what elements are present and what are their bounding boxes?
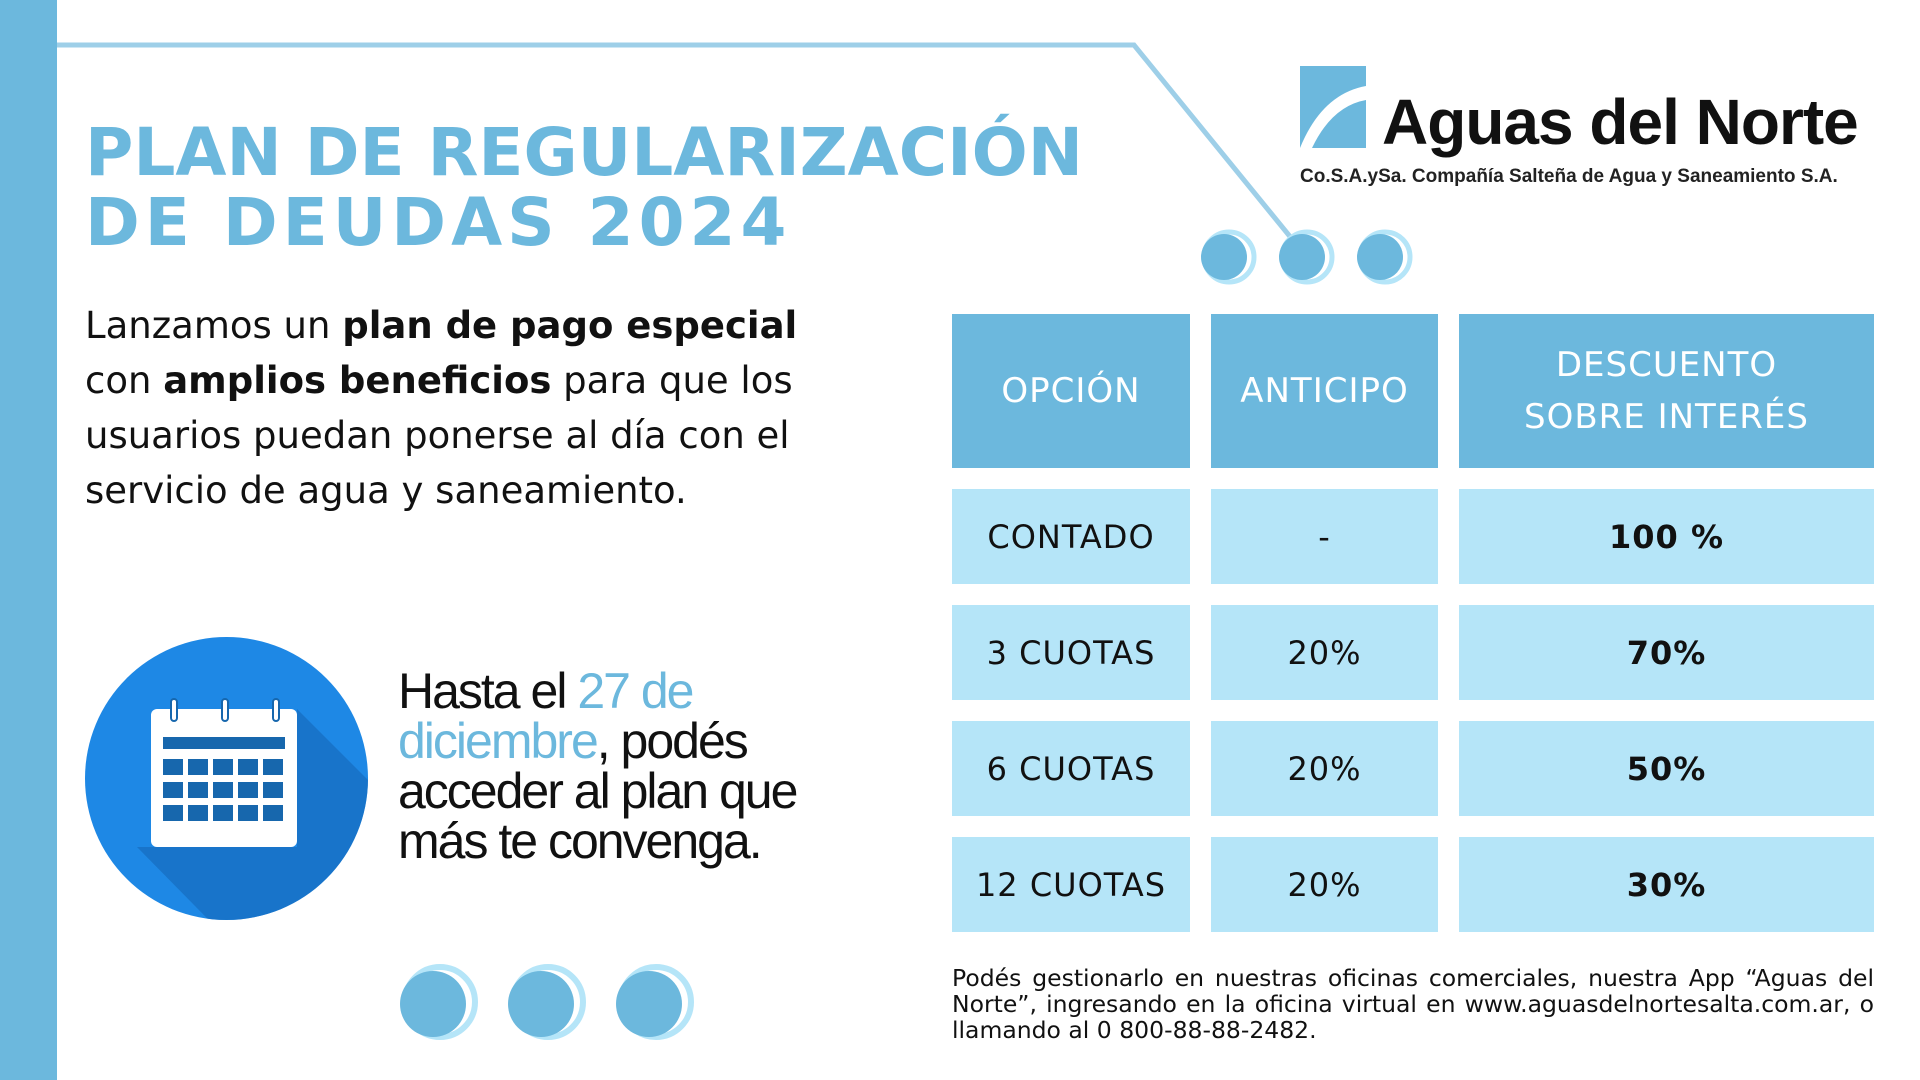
intro-text: Lanzamos un [85,304,343,347]
row-contado-descuento: 100 % [1459,489,1874,584]
logo-subtitle: Co.S.A.ySa. Compañía Salteña de Agua y S… [1300,166,1838,187]
footer-contact-text: Podés gestionarlo en nuestras oficinas c… [952,964,1874,1044]
logo-name: Aguas del Norte [1382,86,1859,158]
company-logo: Aguas del Norte Co.S.A.ySa. Compañía Sal… [1300,66,1860,196]
header-descuento: DESCUENTO SOBRE INTERÉS [1459,314,1874,468]
deadline-text-start: Hasta el [398,663,578,719]
row-6-cuotas-opcion: 6 CUOTAS [952,721,1190,816]
deadline-date: 27 de diciembre [398,663,694,769]
row-12-cuotas-anticipo: 20% [1211,837,1438,932]
intro-text: para que los usuarios puedan ponerse al … [85,359,793,512]
logo-mark-icon [1300,66,1366,148]
title-line-2: DE DEUDAS 2024 [85,184,792,261]
intro-bold-plan: plan de pago especial [342,304,798,347]
title-line-1: PLAN DE REGULARIZACIÓN [85,114,1084,191]
row-12-cuotas-descuento: 30% [1459,837,1874,932]
header-opcion: OPCIÓN [952,314,1190,468]
decorative-dots-bottom [400,964,694,1040]
intro-text: con [85,359,164,402]
row-6-cuotas-descuento: 50% [1459,721,1874,816]
row-12-cuotas-opcion: 12 CUOTAS [952,837,1190,932]
intro-paragraph: Lanzamos un plan de pago especial con am… [85,298,865,518]
left-accent-bar [0,0,57,1080]
intro-bold-benefits: amplios beneficios [163,359,552,402]
row-6-cuotas-anticipo: 20% [1211,721,1438,816]
row-contado-anticipo: - [1211,489,1438,584]
deadline-text: Hasta el 27 de diciembre, podés acceder … [398,666,868,866]
row-contado-opcion: CONTADO [952,489,1190,584]
row-3-cuotas-anticipo: 20% [1211,605,1438,700]
deadline-text-end: , podés acceder al plan que más te conve… [398,713,798,869]
calendar-icon [85,637,368,920]
row-3-cuotas-opcion: 3 CUOTAS [952,605,1190,700]
row-3-cuotas-descuento: 70% [1459,605,1874,700]
decorative-dots-top [1201,229,1413,285]
header-anticipo: ANTICIPO [1211,314,1438,468]
page-title: PLAN DE REGULARIZACIÓN DE DEUDAS 2024 [85,118,1083,258]
